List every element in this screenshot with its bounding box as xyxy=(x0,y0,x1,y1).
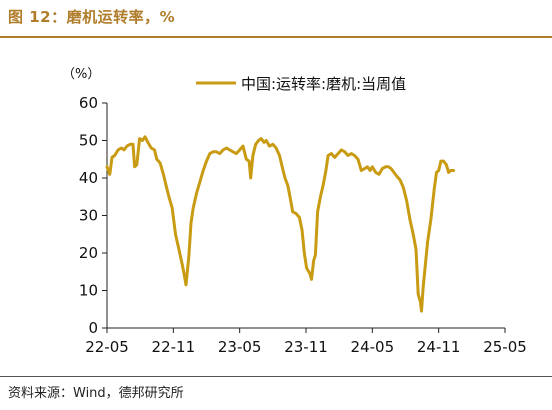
x-tick-label: 22-05 xyxy=(85,338,129,356)
y-unit-label: （%） xyxy=(62,67,100,82)
y-tick-label: 40 xyxy=(79,169,98,187)
x-tick-label: 23-05 xyxy=(218,338,262,356)
x-tick-label: 23-11 xyxy=(284,338,328,356)
y-tick-label: 10 xyxy=(79,282,98,300)
legend-label: 中国:运转率:磨机:当周值 xyxy=(241,75,406,93)
y-tick-label: 20 xyxy=(79,244,98,262)
series-layer xyxy=(105,135,456,313)
x-tick-label: 24-05 xyxy=(351,338,395,356)
y-tick-label: 60 xyxy=(79,94,98,112)
footer-rule xyxy=(0,376,552,377)
title-rule xyxy=(0,36,552,38)
y-tick-label: 0 xyxy=(88,319,98,337)
x-axis: 22-05 22-11 23-05 23-11 24-05 24-11 25-05 xyxy=(85,327,527,356)
legend: 中国:运转率:磨机:当周值 xyxy=(196,75,406,93)
x-tick-label: 25-05 xyxy=(483,338,527,356)
source-note: 资料来源：Wind，德邦研究所 xyxy=(8,386,184,401)
x-tick-label: 24-11 xyxy=(417,338,461,356)
x-tick-label: 22-11 xyxy=(152,338,196,356)
y-axis: 0 10 20 30 40 50 60 xyxy=(79,94,108,337)
y-tick-label: 30 xyxy=(79,207,98,225)
series-line xyxy=(105,135,456,313)
figure-title: 图 12：磨机运转率，% xyxy=(8,8,176,26)
y-tick-label: 50 xyxy=(79,132,98,150)
